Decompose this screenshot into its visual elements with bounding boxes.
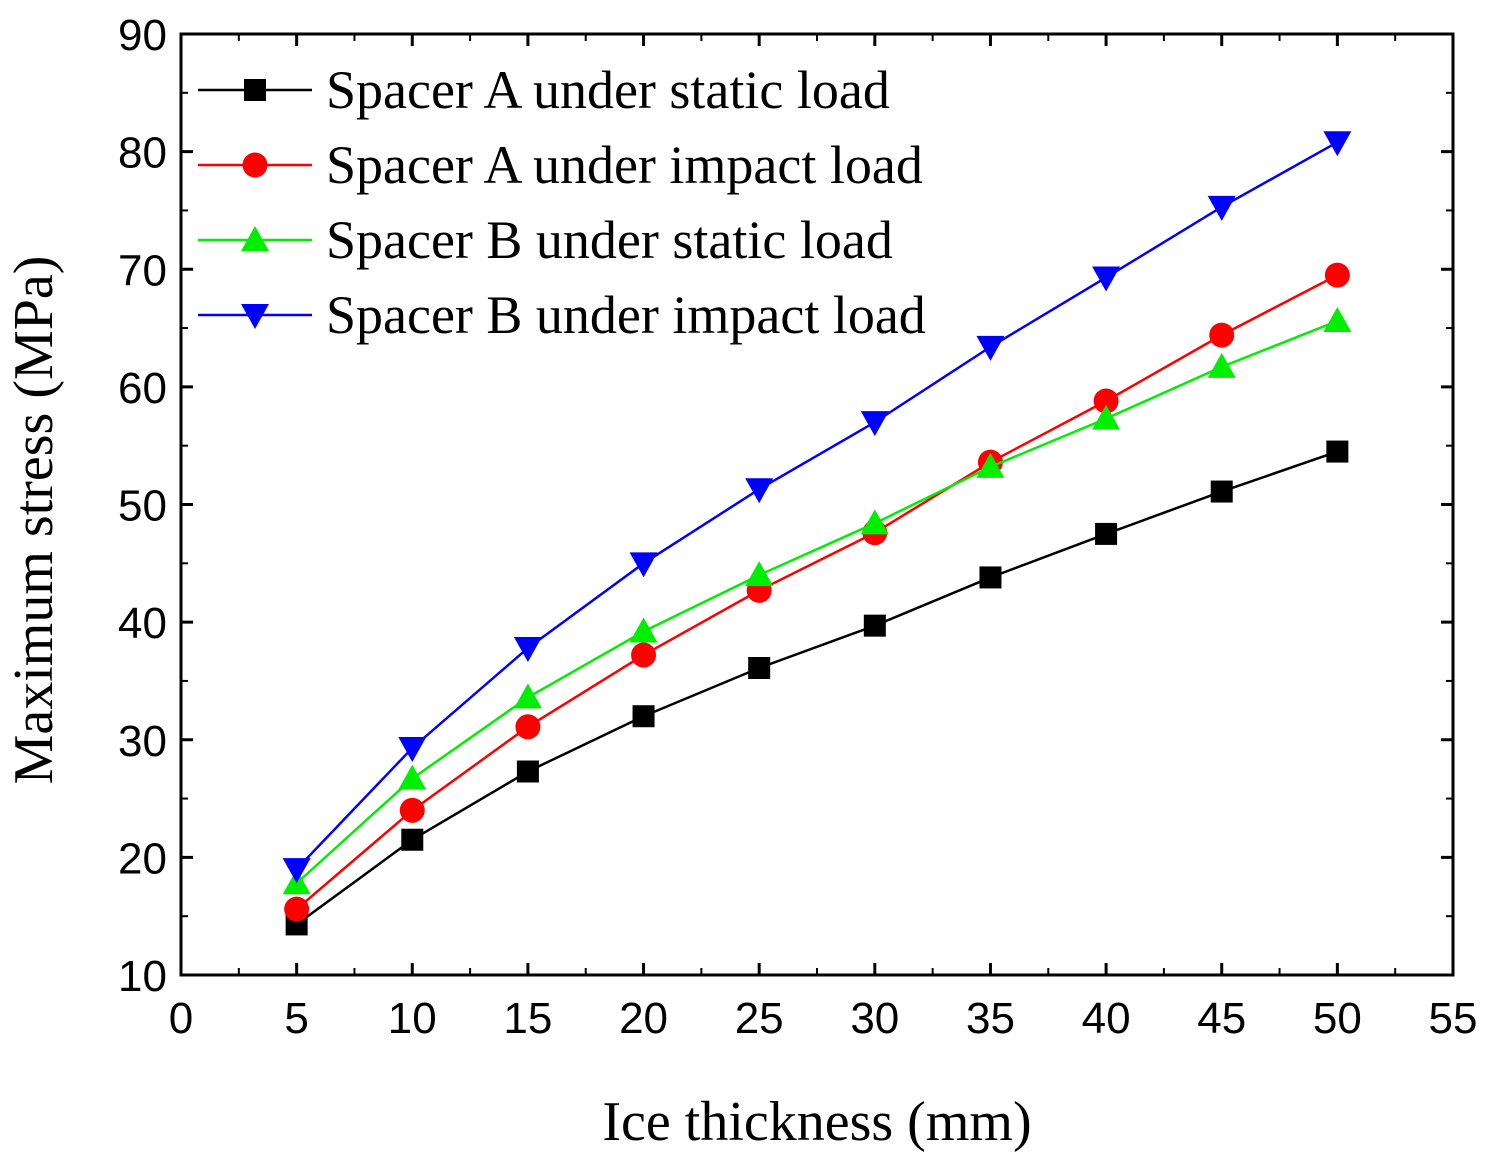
data-point xyxy=(398,736,427,762)
x-tick-label: 15 xyxy=(503,994,552,1043)
y-tick-label: 80 xyxy=(118,129,167,178)
x-tick-label: 30 xyxy=(850,994,899,1043)
data-point xyxy=(745,561,774,587)
series-3 xyxy=(282,307,1352,895)
data-point xyxy=(979,566,1002,589)
legend-marker xyxy=(241,226,269,251)
series-line xyxy=(295,319,1338,885)
data-point xyxy=(1207,195,1236,221)
data-point xyxy=(398,764,427,790)
legend-label: Spacer A under static load xyxy=(326,60,890,120)
data-point xyxy=(632,705,655,728)
y-tick-label: 40 xyxy=(118,599,167,648)
series-2 xyxy=(284,262,1350,922)
data-point xyxy=(1323,131,1352,157)
x-tick-label: 55 xyxy=(1429,994,1478,1043)
data-point xyxy=(1093,388,1119,414)
legend-label: Spacer A under impact load xyxy=(326,135,923,195)
y-tick-label: 60 xyxy=(118,364,167,413)
series-1 xyxy=(285,440,1349,936)
x-axis-title: Ice thickness (mm) xyxy=(602,1091,1031,1153)
data-point xyxy=(516,760,539,783)
data-point xyxy=(1207,352,1236,378)
series-group xyxy=(282,131,1352,936)
x-tick-label: 5 xyxy=(284,994,308,1043)
data-point xyxy=(513,683,542,709)
series-line xyxy=(295,450,1338,926)
x-tick-label: 35 xyxy=(966,994,1015,1043)
series-4 xyxy=(282,131,1352,884)
x-tick-label: 50 xyxy=(1313,994,1362,1043)
data-point xyxy=(631,642,657,668)
data-point xyxy=(282,858,311,884)
data-point xyxy=(1324,262,1350,288)
x-tick-label: 10 xyxy=(388,994,437,1043)
data-point xyxy=(860,411,889,437)
legend-marker xyxy=(241,304,269,329)
data-point xyxy=(1326,440,1349,463)
data-point xyxy=(629,552,658,578)
y-tick-label: 20 xyxy=(118,834,167,883)
data-point xyxy=(976,335,1005,361)
data-point xyxy=(629,617,658,643)
data-point xyxy=(745,478,774,504)
x-tick-label: 20 xyxy=(619,994,668,1043)
y-axis-title: Maximum stress (MPa) xyxy=(3,256,65,785)
data-point xyxy=(401,828,424,851)
x-tick-label: 25 xyxy=(735,994,784,1043)
data-point xyxy=(1092,404,1121,430)
data-point xyxy=(1323,307,1352,333)
data-point xyxy=(515,714,541,740)
x-tick-label: 40 xyxy=(1082,994,1131,1043)
legend-item: Spacer B under impact load xyxy=(198,285,926,345)
data-point xyxy=(863,614,886,637)
data-point xyxy=(976,452,1005,478)
x-tick-label: 0 xyxy=(169,994,193,1043)
data-point xyxy=(399,797,425,823)
data-point xyxy=(748,656,771,679)
y-tick-label: 30 xyxy=(118,717,167,766)
series-line xyxy=(295,274,1338,911)
legend-item: Spacer A under static load xyxy=(198,60,890,120)
legend: Spacer A under static load Spacer A under… xyxy=(198,60,926,345)
legend-marker xyxy=(244,79,266,101)
legend-item: Spacer B under static load xyxy=(198,210,893,270)
axis-ticks: 0 5 10 15 20 25 30 35 40 45 50 55 10 20 30 40 50 60 70 80 90 xyxy=(118,11,1477,1043)
y-tick-label: 50 xyxy=(118,482,167,531)
data-point xyxy=(513,637,542,663)
legend-label: Spacer B under static load xyxy=(326,210,893,270)
data-point xyxy=(1209,322,1235,348)
data-point xyxy=(860,509,889,535)
legend-label: Spacer B under impact load xyxy=(326,285,926,345)
y-tick-label: 10 xyxy=(118,952,167,1001)
data-point xyxy=(1092,266,1121,292)
x-tick-label: 45 xyxy=(1197,994,1246,1043)
y-tick-label: 70 xyxy=(118,246,167,295)
data-point xyxy=(284,896,310,922)
data-point xyxy=(1210,480,1233,503)
legend-item: Spacer A under impact load xyxy=(198,135,923,195)
data-point xyxy=(1095,522,1118,545)
y-tick-label: 90 xyxy=(118,11,167,60)
legend-marker xyxy=(242,152,268,178)
series-line xyxy=(295,141,1338,871)
